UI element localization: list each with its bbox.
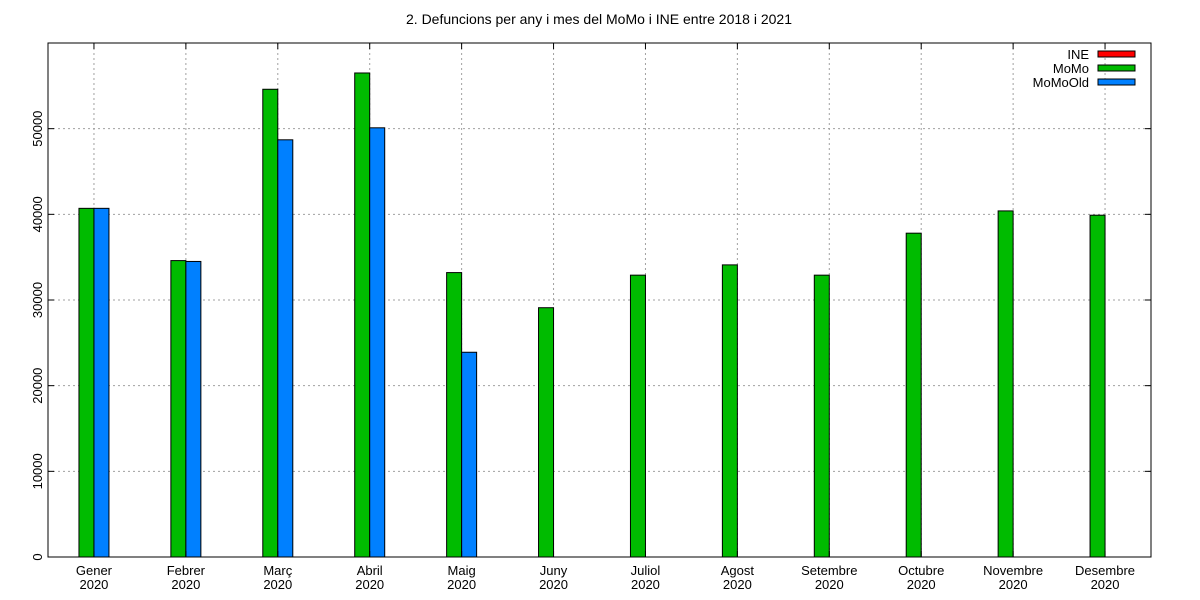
x-tick-label-year: 2020 xyxy=(539,577,568,592)
bar-momoold xyxy=(369,127,386,558)
x-tick-label-month: Novembre xyxy=(983,563,1043,578)
legend-swatch xyxy=(1097,50,1136,58)
x-tick-label-year: 2020 xyxy=(447,577,476,592)
y-tick-label: 40000 xyxy=(30,196,45,232)
bar-momo xyxy=(538,307,555,558)
x-tick-label-month: Juliol xyxy=(631,563,661,578)
x-tick-label-month: Desembre xyxy=(1075,563,1135,578)
x-tick-label-year: 2020 xyxy=(355,577,384,592)
axis-labels: 01000020000300004000050000Gener2020Febre… xyxy=(30,43,1151,592)
x-tick-label-year: 2020 xyxy=(1091,577,1120,592)
bar-momo xyxy=(905,232,922,558)
bar-momo xyxy=(446,272,463,558)
y-tick-label: 20000 xyxy=(30,368,45,404)
x-tick-label-month: Març xyxy=(263,563,292,578)
y-tick-label: 30000 xyxy=(30,282,45,318)
x-tick-label-month: Juny xyxy=(540,563,568,578)
x-tick-label-year: 2020 xyxy=(815,577,844,592)
legend-label: MoMoOld xyxy=(1033,75,1089,90)
bar-momo xyxy=(170,260,187,558)
bar-momo xyxy=(813,274,830,558)
x-tick-label-year: 2020 xyxy=(999,577,1028,592)
x-tick-label-year: 2020 xyxy=(79,577,108,592)
x-tick-label-month: Octubre xyxy=(898,563,944,578)
bar-momoold xyxy=(93,207,110,558)
legend-label: INE xyxy=(1067,47,1089,62)
bar-momo xyxy=(354,72,371,558)
chart-title: 2. Defuncions per any i mes del MoMo i I… xyxy=(406,11,792,27)
bar-momo xyxy=(629,274,646,558)
x-tick-label-year: 2020 xyxy=(263,577,292,592)
y-tick-label: 10000 xyxy=(30,453,45,489)
x-tick-label-year: 2020 xyxy=(171,577,200,592)
x-tick-label-month: Setembre xyxy=(801,563,857,578)
bar-momoold xyxy=(461,351,478,558)
x-tick-label-month: Maig xyxy=(448,563,476,578)
y-tick-label: 0 xyxy=(30,553,45,560)
legend-swatch xyxy=(1097,64,1136,72)
bar-momo xyxy=(78,207,95,558)
bar-momo xyxy=(1089,214,1106,558)
bar-momoold xyxy=(277,139,294,558)
x-tick-label-year: 2020 xyxy=(631,577,660,592)
x-tick-label-month: Abril xyxy=(357,563,383,578)
legend-swatch xyxy=(1097,78,1136,86)
bar-momo xyxy=(262,88,279,558)
x-tick-label-year: 2020 xyxy=(723,577,752,592)
legend-label: MoMo xyxy=(1053,61,1089,76)
bar-momoold xyxy=(185,260,202,558)
grid-lines xyxy=(48,43,1151,557)
y-tick-label: 50000 xyxy=(30,111,45,147)
x-tick-label-month: Agost xyxy=(721,563,755,578)
bars xyxy=(78,72,1106,558)
x-tick-label-month: Gener xyxy=(76,563,113,578)
bar-momo xyxy=(721,264,738,558)
x-tick-label-month: Febrer xyxy=(167,563,206,578)
x-tick-label-year: 2020 xyxy=(907,577,936,592)
bar-momo xyxy=(997,210,1014,558)
